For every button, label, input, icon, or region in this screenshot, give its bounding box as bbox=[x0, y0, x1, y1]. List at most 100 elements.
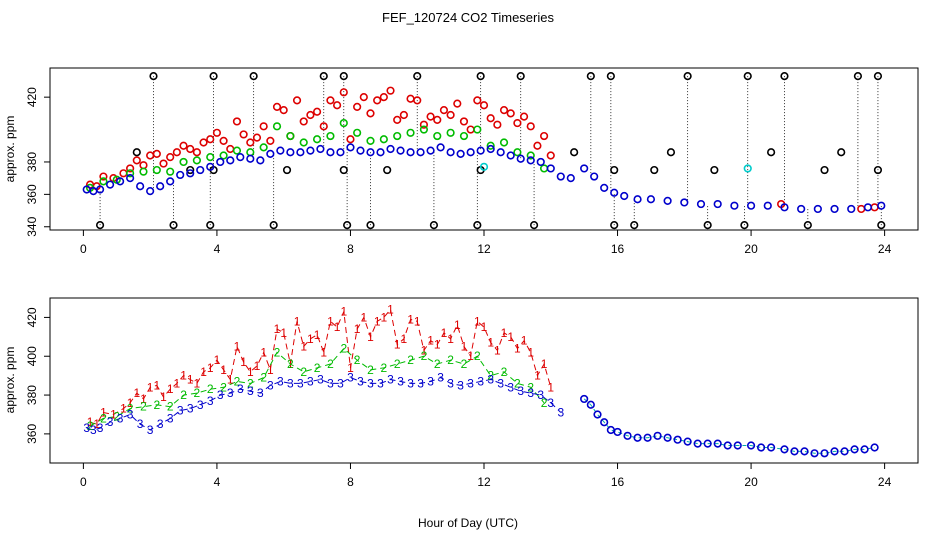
series-1-digit: 1 bbox=[407, 312, 414, 326]
series-1-point bbox=[279, 106, 288, 115]
tail-series-point bbox=[790, 447, 799, 456]
series-1-point bbox=[339, 88, 348, 97]
series-1-point bbox=[99, 172, 108, 181]
series-2-digit: 2 bbox=[340, 341, 347, 355]
series-3-point bbox=[797, 204, 806, 214]
series-1-point bbox=[319, 122, 328, 131]
series-1-digit: 1 bbox=[507, 330, 514, 344]
series-1-point bbox=[206, 135, 215, 144]
top-data-marks bbox=[82, 71, 886, 230]
series-1-digit: 1 bbox=[461, 340, 468, 354]
series-1-digit: 1 bbox=[334, 320, 341, 334]
series-1-point bbox=[132, 156, 141, 165]
series-1-point bbox=[326, 96, 335, 105]
series-3-line bbox=[86, 377, 562, 431]
outlier-high-point bbox=[586, 71, 595, 81]
tail-series-point bbox=[733, 441, 742, 450]
series-3-point bbox=[590, 172, 599, 181]
outlier-low-point bbox=[95, 221, 105, 230]
outlier-high-point bbox=[683, 71, 692, 81]
series-3-digit: 3 bbox=[457, 378, 464, 392]
tail-series-point bbox=[633, 433, 642, 442]
series-1-digit: 1 bbox=[160, 390, 167, 404]
series-1-digit: 1 bbox=[454, 318, 461, 332]
series-1-digit: 1 bbox=[314, 328, 321, 342]
series-2-point bbox=[539, 164, 549, 173]
series-2-point bbox=[526, 151, 535, 160]
series-2-digit: 2 bbox=[541, 396, 548, 410]
tail-series-point bbox=[860, 445, 869, 454]
outlier-mid-point bbox=[383, 165, 392, 175]
bottom-y-axis-label: approx. ppm bbox=[3, 347, 17, 414]
tail-series-point bbox=[606, 425, 615, 435]
tail-series-point bbox=[767, 443, 776, 452]
figure-title: FEF_120724 CO2 Timeseries bbox=[382, 10, 554, 25]
series-3-point bbox=[713, 199, 722, 209]
x-tick-label: 20 bbox=[744, 242, 758, 256]
series-3-point bbox=[356, 146, 365, 155]
series-2-digit: 2 bbox=[180, 388, 187, 402]
outlier-high-point bbox=[149, 71, 158, 81]
series-1-digit: 1 bbox=[147, 380, 154, 394]
series-2-digit: 2 bbox=[234, 374, 241, 388]
series-3-point bbox=[863, 203, 873, 212]
series-1-point bbox=[453, 99, 462, 108]
tail-series-point bbox=[800, 447, 809, 456]
series-3-point bbox=[266, 149, 275, 158]
series-2-point bbox=[206, 153, 215, 162]
series-1-point bbox=[166, 153, 175, 162]
series-3-point bbox=[196, 165, 205, 175]
series-3-digit: 3 bbox=[437, 371, 444, 385]
series-2-digit: 2 bbox=[100, 411, 107, 425]
series-2-digit: 2 bbox=[514, 376, 521, 390]
series-3-point bbox=[406, 148, 415, 157]
tail-series-point bbox=[870, 443, 879, 452]
series-1-point bbox=[346, 135, 355, 144]
series-3-point bbox=[276, 146, 285, 155]
series-3-digit: 3 bbox=[447, 376, 454, 390]
series-2-point bbox=[192, 156, 201, 165]
series-1-point bbox=[126, 164, 135, 173]
series-1-digit: 1 bbox=[541, 357, 548, 371]
series-3-point bbox=[396, 146, 405, 155]
series-3-point bbox=[486, 144, 495, 154]
outlier-high-point bbox=[476, 71, 485, 81]
series-1-point bbox=[526, 122, 535, 131]
series-2-digit: 2 bbox=[287, 357, 294, 371]
x-tick-label: 24 bbox=[878, 475, 892, 489]
series-3-point bbox=[730, 201, 739, 210]
series-3-digit: 3 bbox=[297, 376, 304, 390]
series-3-digit: 3 bbox=[90, 423, 97, 437]
series-3-point bbox=[156, 182, 165, 191]
series-1-point bbox=[546, 151, 555, 160]
series-2-point bbox=[446, 128, 455, 137]
series-2-point bbox=[259, 143, 268, 152]
series-3-point bbox=[446, 148, 455, 157]
series-3-digit: 3 bbox=[347, 371, 354, 385]
outlier-mid-point bbox=[837, 148, 846, 157]
series-3-point bbox=[206, 162, 215, 171]
series-3-point bbox=[633, 195, 642, 204]
series-1-point bbox=[186, 144, 195, 154]
series-2-point bbox=[219, 151, 228, 160]
series-1-digit: 1 bbox=[187, 373, 194, 387]
series-1-digit: 1 bbox=[387, 303, 394, 317]
series-3-digit: 3 bbox=[427, 374, 434, 388]
series-3-digit: 3 bbox=[327, 376, 334, 390]
series-3-point bbox=[456, 149, 465, 158]
series-1-point bbox=[413, 96, 422, 105]
series-2-digit: 2 bbox=[461, 357, 468, 371]
series-1-point bbox=[513, 118, 522, 128]
series-1-digit: 1 bbox=[447, 332, 454, 346]
series-3-point bbox=[216, 157, 225, 167]
tail-series-line bbox=[583, 398, 875, 454]
series-2-digit: 2 bbox=[327, 357, 334, 371]
series-3-digit: 3 bbox=[107, 415, 114, 429]
series-3-digit: 3 bbox=[557, 406, 564, 420]
series-3-point bbox=[580, 164, 589, 173]
series-1-point bbox=[386, 86, 395, 95]
series-3-point bbox=[556, 172, 565, 181]
series-3-digit: 3 bbox=[477, 374, 484, 388]
